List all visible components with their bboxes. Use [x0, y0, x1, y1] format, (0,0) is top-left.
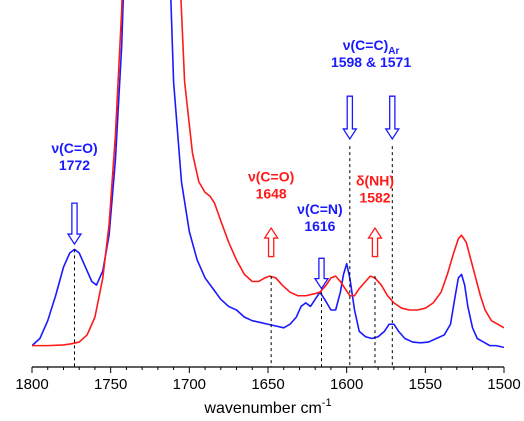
- delta-nh-label: δ(NH): [356, 172, 394, 188]
- arrow-up-6: [367, 226, 383, 258]
- x-tick-label: 1750: [94, 376, 127, 393]
- arrow-down-4: [342, 95, 358, 141]
- nu-co-red-label: ν(C=O): [248, 169, 294, 185]
- arrow-down-5: [384, 95, 400, 141]
- nu-cc-label: ν(C=C)Ar: [343, 37, 400, 57]
- annotation-layer: ν(C=O)1772ν(C=O)1648ν(C=N)1616ν(C=C)Ar15…: [51, 37, 411, 234]
- series-layer: [32, 0, 504, 349]
- guide-layer: [73, 146, 393, 367]
- spectrum-line-1: [32, 0, 504, 349]
- x-axis: 1800 1750 1700 1650 1600 1550 1500: [15, 366, 521, 393]
- nu-co-blue-value: 1772: [59, 157, 90, 173]
- x-tick-label: 1550: [409, 376, 442, 393]
- x-tick-label: 1650: [251, 376, 284, 393]
- arrow-up-2: [263, 226, 279, 258]
- x-tick-label: 1800: [15, 376, 48, 393]
- nu-cn-value: 1616: [304, 218, 335, 234]
- spectrum-line-2: [32, 0, 504, 347]
- arrow-down-3: [313, 257, 330, 290]
- arrow-layer: [66, 95, 400, 290]
- x-tick-label: 1500: [487, 376, 520, 393]
- x-axis-title-superscript: -1: [322, 397, 332, 409]
- x-tick-label: 1600: [330, 376, 363, 393]
- x-axis-title: wavenumber cm-1: [203, 397, 331, 417]
- nu-co-blue-label: ν(C=O): [51, 140, 97, 156]
- nu-co-red-value: 1648: [256, 186, 287, 202]
- nu-cc-value: 1598 & 1571: [331, 54, 411, 70]
- delta-nh-value: 1582: [359, 189, 390, 205]
- x-tick-label: 1700: [173, 376, 206, 393]
- arrow-down-1: [66, 202, 83, 246]
- nu-cn-label: ν(C=N): [297, 201, 343, 217]
- x-axis-title-text: wavenumber cm: [203, 400, 321, 417]
